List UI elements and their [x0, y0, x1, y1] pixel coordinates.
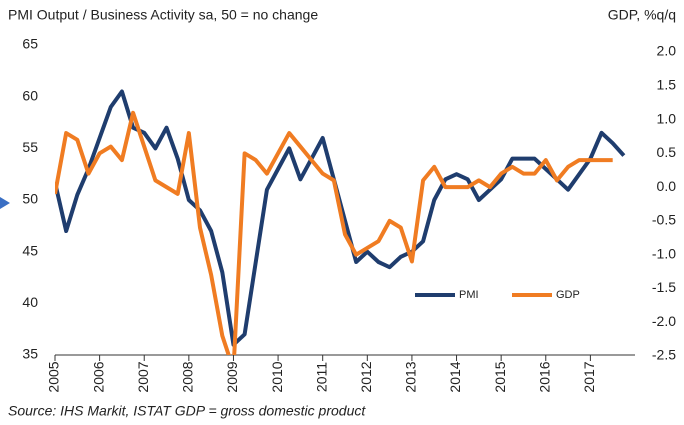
y-tick-label: 40 — [22, 294, 38, 310]
y2-axis-label: GDP, %q/q — [608, 7, 676, 23]
y2-tick-label: -2.5 — [652, 347, 676, 363]
x-tick-label: 2010 — [269, 361, 285, 392]
legend-label: PMI — [459, 289, 479, 301]
chart-title: PMI Output / Business Activity sa, 50 = … — [8, 7, 318, 23]
legend-label: GDP — [556, 289, 580, 301]
y-tick-label: 60 — [22, 87, 38, 103]
y2-tick-label: 2.0 — [657, 43, 677, 59]
y2-tick-label: 1.0 — [657, 110, 677, 126]
x-tick-label: 2007 — [135, 361, 151, 392]
marker-arrow — [0, 197, 10, 209]
x-tick-label: 2012 — [358, 361, 374, 392]
series-line — [55, 110, 613, 355]
x-tick-label: 2013 — [403, 361, 419, 392]
y-tick-label: 45 — [22, 242, 38, 258]
y2-tick-label: 0.0 — [657, 178, 677, 194]
x-tick-label: 2014 — [447, 361, 463, 392]
y2-tick-label: -1.5 — [652, 279, 676, 295]
source: Source: IHS Markit, ISTAT GDP = gross do… — [8, 403, 366, 419]
x-tick-label: 2008 — [180, 361, 196, 392]
y2-tick-label: -0.5 — [652, 212, 676, 228]
y2-tick-label: -2.0 — [652, 313, 676, 329]
x-tick-label: 2005 — [46, 361, 62, 392]
x-tick-label: 2009 — [224, 361, 240, 392]
y-tick-label: 35 — [22, 346, 38, 362]
x-tick-label: 2016 — [536, 361, 552, 392]
x-tick-label: 2015 — [492, 361, 508, 392]
x-tick-label: 2011 — [313, 362, 329, 392]
y2-tick-label: -1.0 — [652, 245, 676, 261]
plot-lines — [55, 89, 626, 355]
y-tick-label: 55 — [22, 139, 38, 155]
y-tick-label: 50 — [22, 191, 38, 207]
y2-tick-label: 0.5 — [657, 144, 677, 160]
y-tick-label: 65 — [22, 36, 38, 52]
x-tick-label: 2017 — [581, 361, 597, 392]
y2-tick-label: 1.5 — [657, 76, 677, 92]
x-tick-label: 2006 — [90, 361, 106, 392]
